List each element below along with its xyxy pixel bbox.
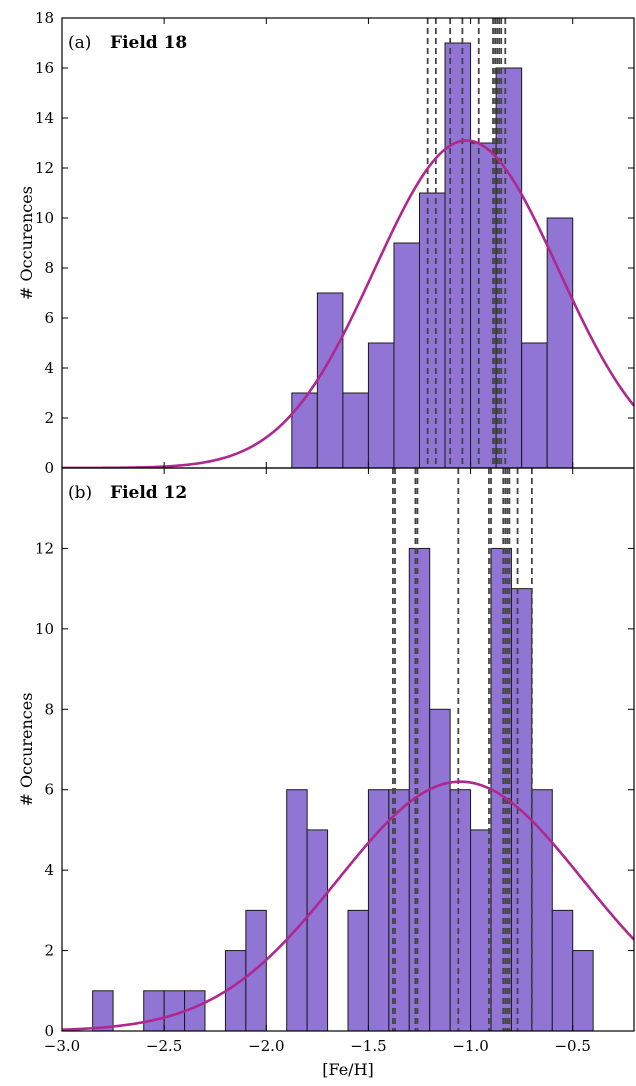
histogram-bar — [367, 342, 395, 469]
histogram-bar — [449, 789, 472, 1032]
histogram-bar — [470, 829, 492, 1032]
panel-field-12: 0 2 4 6 8 10 12 −3.0 −2.5 −2.0 −1.5 −1.0 −0.5 # Occur… — [17, 467, 635, 1079]
y-tick-label: 10 — [35, 620, 54, 638]
y-axis-title: # Occurences — [17, 186, 36, 300]
y-tick-label: 14 — [35, 109, 54, 127]
y-tick-label: 2 — [44, 409, 54, 427]
histogram-bar — [393, 242, 421, 469]
x-tick-label: −1.5 — [350, 1037, 386, 1055]
x-tick-label: −3.0 — [44, 1037, 80, 1055]
y-tick-label: 4 — [44, 861, 54, 879]
panel-label: (b) — [68, 483, 92, 503]
histogram-bar — [388, 789, 410, 1032]
histogram-bar — [306, 829, 329, 1032]
histogram-bar — [245, 909, 267, 1032]
histogram-bar — [521, 342, 548, 469]
x-tick-label: −1.0 — [452, 1037, 488, 1055]
y-tick-label: 2 — [44, 942, 54, 960]
y-tick-label: 12 — [35, 539, 54, 557]
histogram-bar — [546, 217, 574, 469]
y-tick-label: 8 — [44, 259, 54, 277]
y-tick-label: 0 — [44, 1022, 54, 1040]
y-tick-label: 4 — [44, 359, 54, 377]
gaussian-fit-curve — [62, 780, 634, 1031]
y-tick-label: 6 — [44, 781, 54, 799]
histogram-bar — [531, 789, 553, 1032]
histogram-bar — [286, 789, 308, 1032]
y-tick-label: 0 — [44, 459, 54, 477]
gaussian-fit-curve — [62, 139, 634, 468]
histogram-bar — [444, 42, 472, 469]
panel-field-18: 0 2 4 6 8 10 12 14 16 18 # Occurences (a) Field 18 — [17, 9, 635, 477]
x-tick-label: −0.5 — [554, 1037, 590, 1055]
y-axis-title: # Occurences — [17, 693, 36, 807]
histogram-bar — [92, 990, 114, 1032]
y-tick-label: 16 — [35, 59, 54, 77]
histogram-bar — [367, 789, 390, 1032]
panel-label: (a) — [68, 33, 91, 53]
x-tick-label: −2.0 — [248, 1037, 284, 1055]
histogram-bar — [551, 909, 574, 1032]
y-tick-label: 18 — [35, 9, 54, 27]
histogram-bar — [419, 192, 446, 469]
y-tick-label: 12 — [35, 159, 54, 177]
x-axis-title: [Fe/H] — [322, 1060, 374, 1079]
histogram-bar — [291, 392, 318, 469]
y-tick-label: 6 — [44, 309, 54, 327]
histogram-bar — [470, 142, 497, 469]
x-tick-label: −2.5 — [146, 1037, 182, 1055]
panel-title: Field 18 — [110, 33, 187, 53]
histogram-bar — [572, 950, 594, 1032]
plot-frame — [61, 467, 635, 1032]
histogram-bar — [143, 990, 165, 1032]
histogram-bar — [342, 392, 369, 469]
panel-title: Field 12 — [110, 483, 187, 503]
histogram-bar — [429, 708, 451, 1032]
y-tick-label: 10 — [35, 209, 54, 227]
histogram-bar — [316, 292, 344, 469]
histogram-bar — [347, 909, 369, 1032]
y-tick-label: 8 — [44, 700, 54, 718]
